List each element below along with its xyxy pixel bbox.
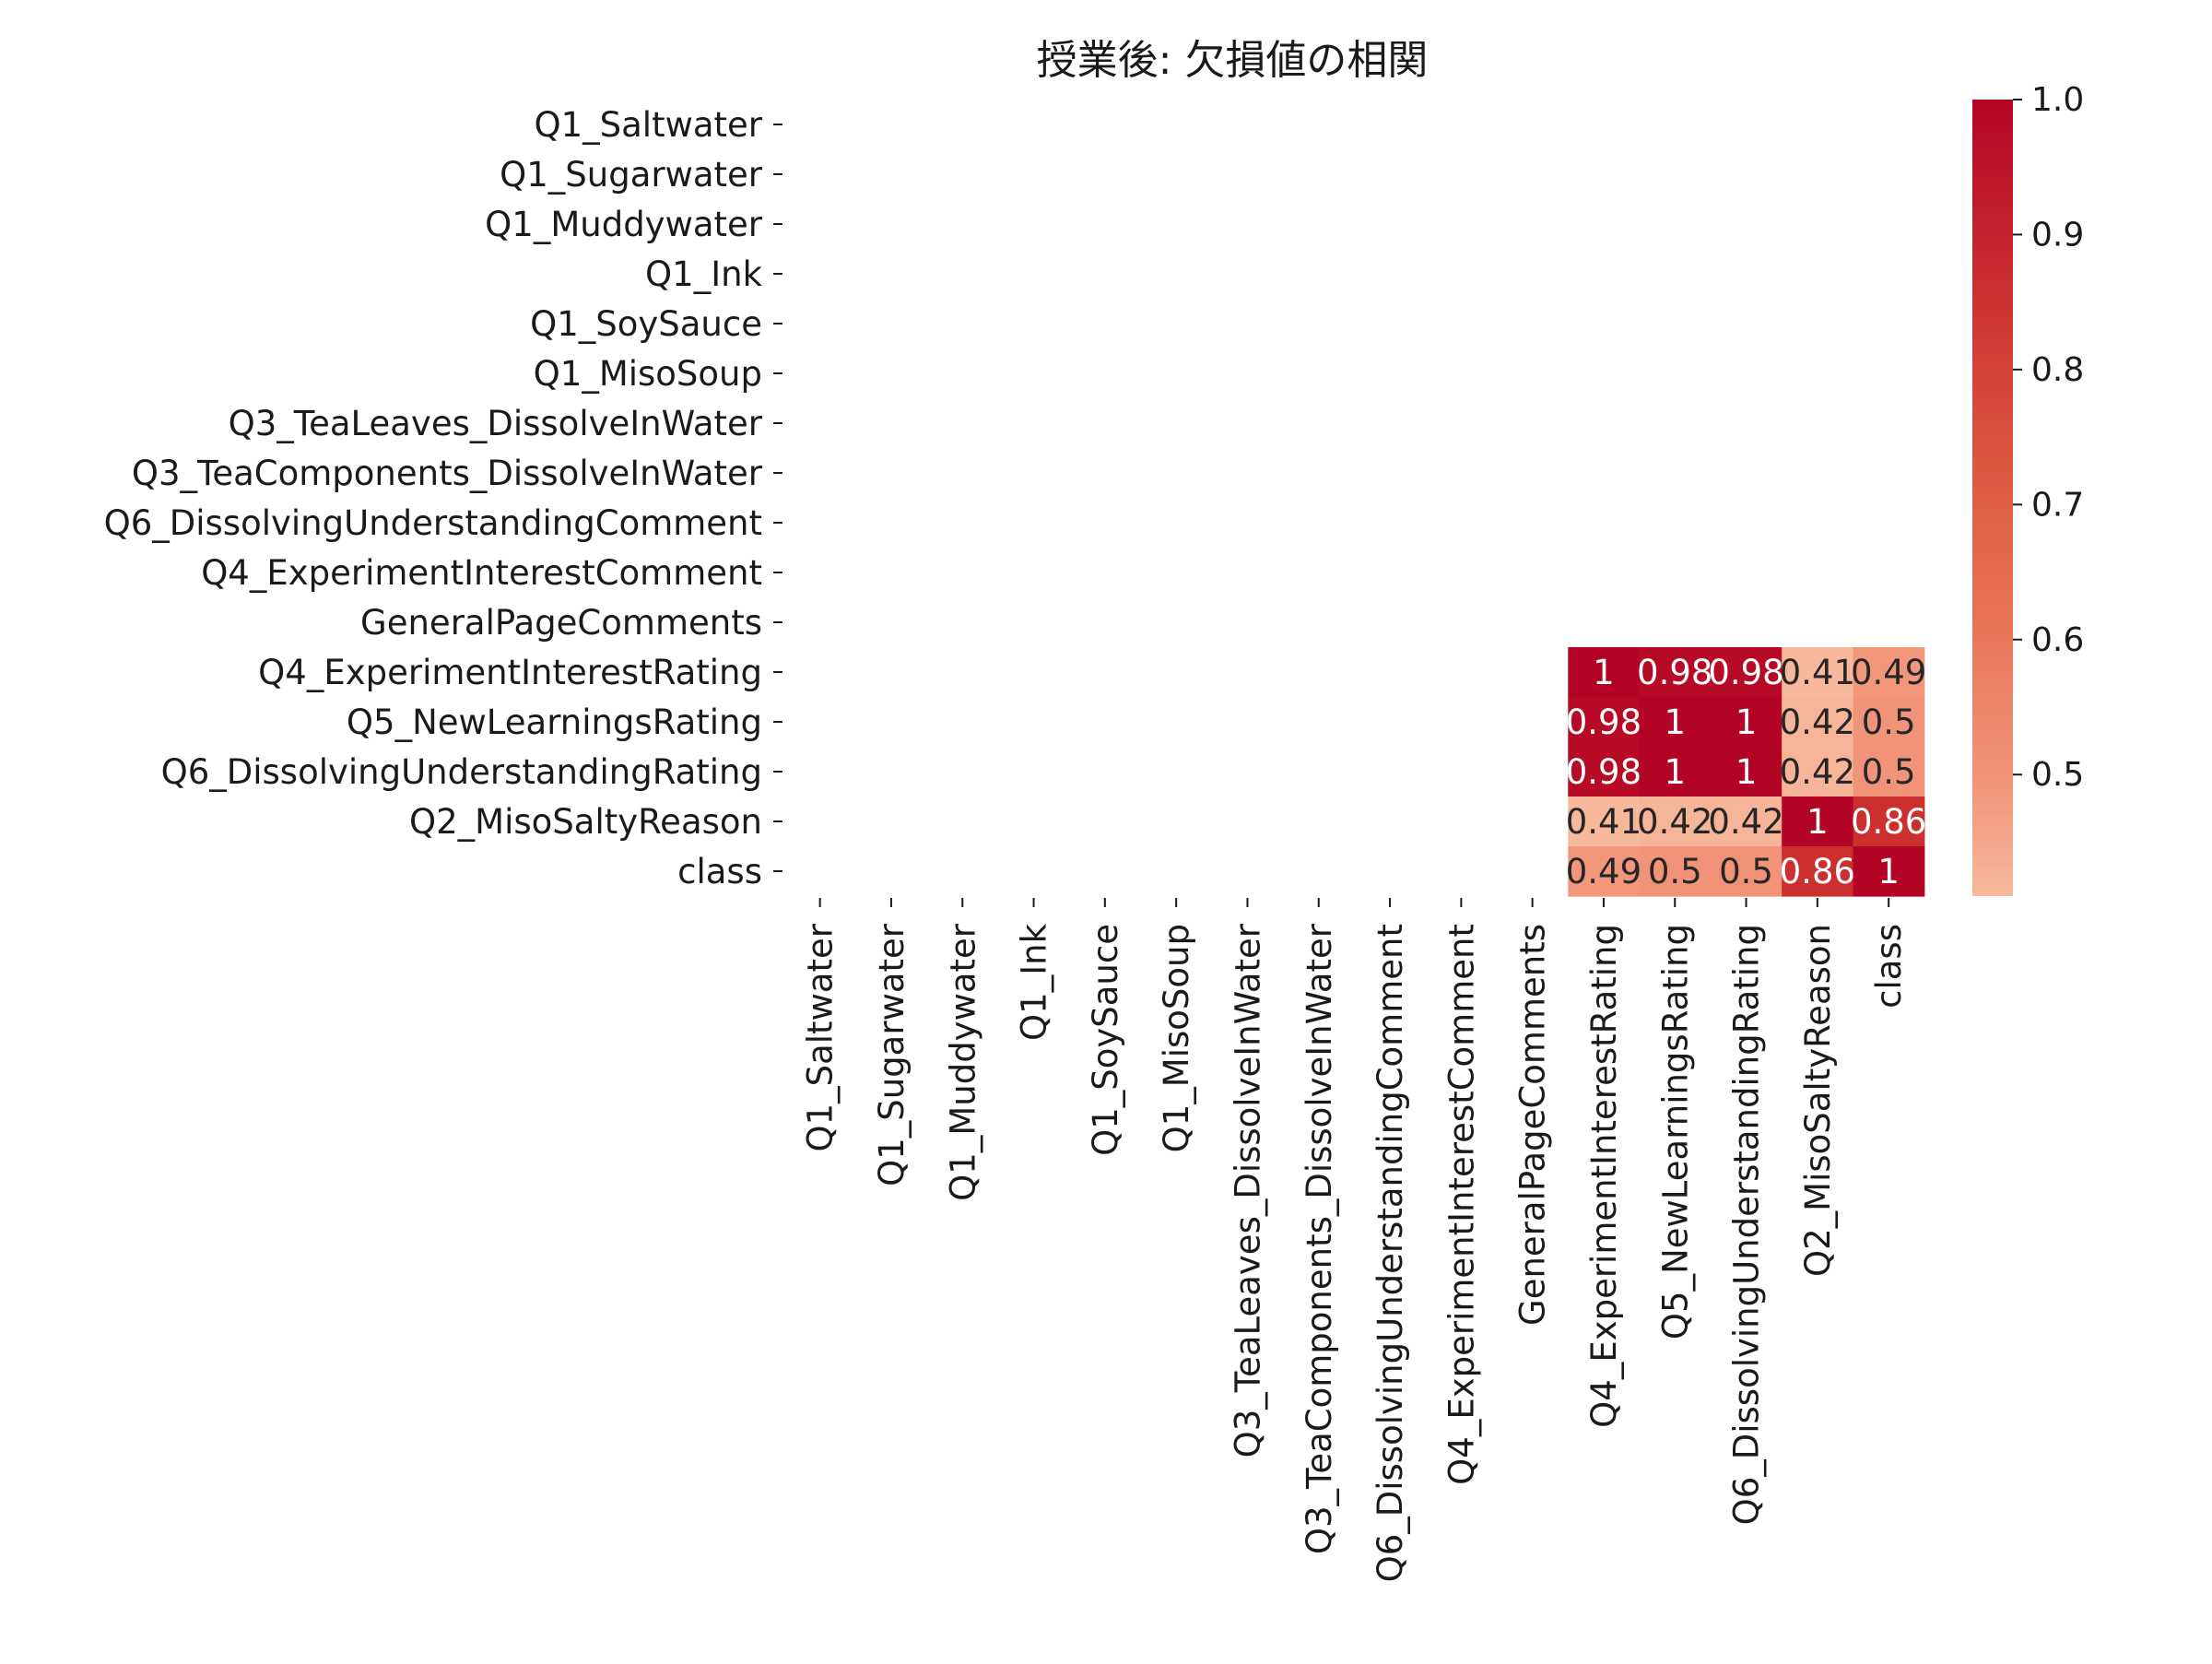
cell-value-label: 1 (1806, 802, 1829, 842)
x-tick-label: Q1_Ink (1015, 923, 1054, 1041)
heatmap-cell (1568, 647, 1641, 698)
heatmap-cell (1639, 747, 1712, 797)
x-tick-label: Q2_MisoSaltyReason (1798, 924, 1838, 1277)
cell-value-label: 0.41 (1780, 653, 1855, 692)
heatmap-cell (1568, 797, 1641, 847)
cell-value-label: 0.41 (1566, 802, 1641, 842)
cell-value-label: 0.5 (1719, 852, 1773, 891)
colorbar-tick-label: 0.8 (2031, 351, 2084, 389)
heatmap-cell (1782, 697, 1854, 748)
heatmap-cells: 1 0.980.980.410.490.98 1 1 0.42 0.50.98 1 1 0.42… (1566, 647, 1926, 897)
x-tick-label: Q1_Sugarwater (872, 923, 912, 1186)
heatmap-cell (1853, 797, 1925, 847)
heatmap-cell (1782, 647, 1854, 698)
y-tick-label: Q5_NewLearningsRating (347, 702, 762, 742)
cell-value-label: 0.86 (1851, 802, 1926, 842)
x-tick-label: Q4_ExperimentInterestComment (1441, 924, 1481, 1485)
heatmap-cell (1710, 846, 1783, 897)
heatmap-cell (1639, 697, 1712, 748)
y-tick-label: class (677, 852, 762, 891)
heatmap-cell (1853, 647, 1925, 698)
x-tick-label: Q1_SoySauce (1086, 924, 1125, 1156)
heatmap-cell (1782, 797, 1854, 847)
cell-value-label: 0.98 (1566, 752, 1641, 792)
x-tick-label: Q3_TeaComponents_DissolveInWater (1300, 923, 1339, 1554)
cell-value-label: 0.49 (1851, 653, 1926, 692)
x-tick-label: Q6_DissolvingUnderstandingComment (1371, 924, 1410, 1582)
cell-value-label: 0.98 (1637, 653, 1712, 692)
x-tick-label: class (1869, 924, 1909, 1009)
cell-value-label: 0.86 (1780, 852, 1855, 891)
y-tick-label: Q1_Sugarwater (500, 155, 763, 195)
colorbar-tick-label: 0.6 (2031, 621, 2084, 659)
cell-value-label: 1 (1735, 752, 1758, 792)
y-tick-label: Q1_Saltwater (534, 105, 762, 145)
colorbar-tick-label: 0.7 (2031, 486, 2084, 524)
y-tick-label: Q6_DissolvingUnderstandingRating (161, 752, 762, 792)
x-tick-label: GeneralPageComments (1513, 924, 1553, 1326)
cell-value-label: 0.42 (1780, 702, 1855, 742)
x-tick-label: Q6_DissolvingUnderstandingRating (1727, 924, 1767, 1525)
cell-value-label: 1 (1593, 653, 1615, 692)
heatmap-cell (1568, 747, 1641, 797)
colorbar-tick-label: 0.9 (2031, 216, 2084, 254)
cell-value-label: 0.98 (1566, 702, 1641, 742)
cell-value-label: 0.5 (1862, 752, 1916, 792)
x-tick-label: Q1_Saltwater (801, 923, 841, 1151)
y-tick-label: Q4_ExperimentInterestRating (258, 653, 762, 692)
cell-value-label: 1 (1735, 702, 1758, 742)
cell-value-label: 1 (1664, 752, 1686, 792)
chart-title: 授業後: 欠損値の相関 (1037, 37, 1429, 84)
heatmap-cell (1710, 747, 1783, 797)
heatmap-cell (1710, 697, 1783, 748)
colorbar-tick-label: 1.0 (2031, 81, 2084, 119)
colorbar: 0.5 0.6 0.7 0.8 0.9 1.0 (1972, 81, 2084, 896)
cell-value-label: 0.42 (1780, 752, 1855, 792)
y-tick-label: Q1_Ink (645, 254, 763, 294)
heatmap-cell (1639, 647, 1712, 698)
y-axis: Q1_Saltwater Q1_Sugarwater Q1_Muddywater Q1… (104, 105, 782, 891)
y-tick-label: Q6_DissolvingUnderstandingComment (104, 503, 762, 543)
cell-value-label: 0.42 (1708, 802, 1783, 842)
cell-value-label: 0.98 (1708, 653, 1783, 692)
heatmap-cell (1782, 846, 1854, 897)
y-tick-label: Q3_TeaLeaves_DissolveInWater (229, 404, 763, 443)
cell-value-label: 1 (1877, 852, 1900, 891)
x-tick-label: Q1_Muddywater (943, 923, 982, 1201)
y-tick-label: Q3_TeaComponents_DissolveInWater (132, 454, 763, 493)
heatmap-cell (1639, 846, 1712, 897)
heatmap-cell (1853, 747, 1925, 797)
x-tick-label: Q5_NewLearningsRating (1655, 924, 1695, 1339)
y-tick-label: Q1_MisoSoup (534, 354, 762, 394)
y-tick-label: Q1_SoySauce (530, 304, 762, 344)
cell-value-label: 0.49 (1566, 852, 1641, 891)
heatmap-cell (1710, 647, 1783, 698)
x-axis: Q1_Saltwater Q1_Sugarwater Q1_Muddywater Q1… (801, 898, 1909, 1582)
y-tick-label: GeneralPageComments (360, 603, 762, 643)
y-tick-label: Q1_Muddywater (485, 205, 763, 244)
cell-value-label: 0.5 (1862, 702, 1916, 742)
heatmap-cell (1568, 697, 1641, 748)
heatmap-cell (1782, 747, 1854, 797)
heatmap-cell (1853, 846, 1925, 897)
colorbar-gradient (1972, 100, 2013, 896)
y-tick-label: Q4_ExperimentInterestComment (201, 553, 762, 593)
cell-value-label: 0.5 (1648, 852, 1702, 891)
heatmap-cell (1853, 697, 1925, 748)
colorbar-tick-label: 0.5 (2031, 756, 2084, 794)
x-tick-label: Q1_MisoSoup (1157, 924, 1196, 1152)
x-tick-label: Q3_TeaLeaves_DissolveInWater (1228, 923, 1267, 1457)
heatmap-cell (1568, 846, 1641, 897)
x-tick-label: Q4_ExperimentInterestRating (1584, 924, 1624, 1428)
heatmap-cell (1710, 797, 1783, 847)
heatmap-cell (1639, 797, 1712, 847)
y-tick-label: Q2_MisoSaltyReason (409, 802, 762, 842)
cell-value-label: 0.42 (1637, 802, 1712, 842)
cell-value-label: 1 (1664, 702, 1686, 742)
